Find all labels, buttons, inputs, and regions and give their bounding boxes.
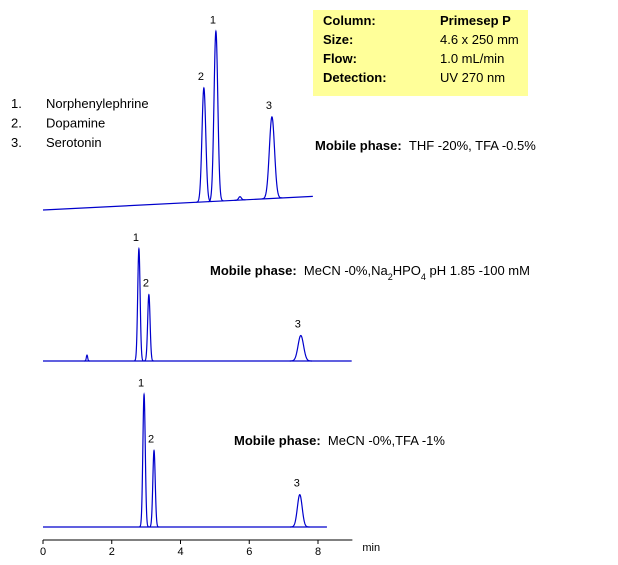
mobile-phase: Mobile phase: MeCN -0%,Na2HPO4 pH 1.85 -… <box>210 263 530 282</box>
compound-number: 2. <box>11 116 22 131</box>
plot: 0 2 4 6 8 min 2 1 3 Mobile phase: THF -20%, TFA -… <box>40 14 536 558</box>
baseline <box>42 195 313 211</box>
conditions: Column: Primesep P Size: 4.6 x 250 mm Flow: 1… <box>323 13 519 85</box>
mobile-phase-label: Mobile phase: <box>315 138 409 153</box>
peak <box>134 246 144 362</box>
peak <box>139 392 150 528</box>
subscript: 2 <box>388 272 393 282</box>
x-tick-label: 8 <box>315 546 321 558</box>
condition-label: Detection: <box>323 70 387 85</box>
conditions-box <box>313 10 528 96</box>
mobile-phase-label: Mobile phase: <box>210 263 304 278</box>
subscript: 4 <box>421 272 426 282</box>
peak-label: 2 <box>148 434 154 446</box>
compound-number: 1. <box>11 96 22 111</box>
x-tick-label: 2 <box>109 546 115 558</box>
condition-value: UV 270 nm <box>440 70 505 85</box>
mobile-phase-label: Mobile phase: <box>234 433 328 448</box>
condition-value: Primesep P <box>440 13 511 28</box>
legend: 1. Norphenylephrine 2. Dopamine 3. Serotonin <box>11 96 149 150</box>
x-axis-label: min <box>362 542 380 554</box>
peak-label: 3 <box>294 478 300 490</box>
peak <box>149 449 159 528</box>
condition-value: 1.0 mL/min <box>440 51 504 66</box>
condition-label: Column: <box>323 13 376 28</box>
compound-name: Dopamine <box>46 116 105 131</box>
compound-number: 3. <box>11 135 22 150</box>
mobile-phase-text: MeCN -0%,TFA -1% <box>328 433 445 448</box>
peak <box>234 196 246 201</box>
peak-label: 3 <box>266 100 272 112</box>
peak-label: 2 <box>198 71 204 83</box>
peak <box>289 334 312 362</box>
peak <box>290 494 310 528</box>
peak-label: 1 <box>210 14 216 26</box>
peak <box>84 354 90 362</box>
condition-value: 4.6 x 250 mm <box>440 32 519 47</box>
mobile-phase-text: MeCN -0%,Na <box>304 263 389 278</box>
mobile-phase: Mobile phase: THF -20%, TFA -0.5% <box>315 138 536 153</box>
peak-label: 1 <box>138 377 144 389</box>
compound-name: Serotonin <box>46 135 102 150</box>
peak <box>196 86 212 203</box>
peak-label: 1 <box>133 232 139 244</box>
peak <box>261 115 283 200</box>
peak-label: 2 <box>143 278 149 290</box>
mobile-phase: Mobile phase: MeCN -0%,TFA -1% <box>234 433 445 448</box>
peak <box>208 29 224 203</box>
compound-name: Norphenylephrine <box>46 96 149 111</box>
peak-label: 3 <box>295 319 301 331</box>
mobile-phase-text: pH 1.85 -100 mM <box>426 263 530 278</box>
x-tick-label: 6 <box>246 546 252 558</box>
condition-label: Size: <box>323 32 353 47</box>
condition-label: Flow: <box>323 51 357 66</box>
x-tick-label: 4 <box>177 546 183 558</box>
x-tick-label: 0 <box>40 546 46 558</box>
peak <box>143 293 154 362</box>
mobile-phase-text: HPO <box>393 263 421 278</box>
mobile-phase-text: THF -20%, TFA -0.5% <box>409 138 536 153</box>
